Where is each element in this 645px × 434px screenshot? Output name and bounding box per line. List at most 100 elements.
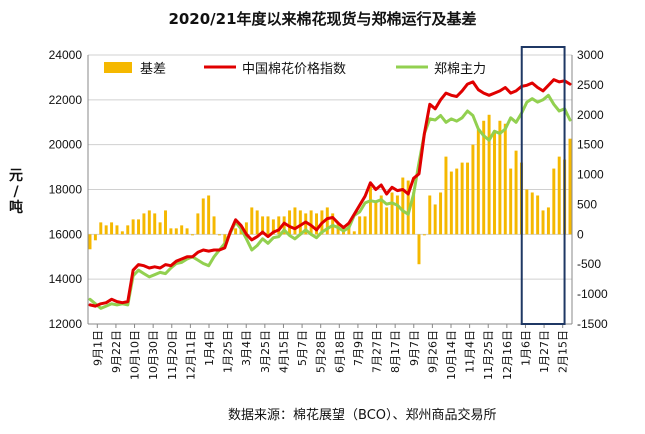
basis-bar bbox=[428, 195, 432, 235]
x-tick-label: 6月18日 bbox=[333, 330, 346, 373]
y-tick-left: 18000 bbox=[49, 183, 83, 197]
basis-bar bbox=[131, 219, 135, 235]
basis-bar bbox=[395, 195, 399, 235]
y-tick-right: -500 bbox=[577, 257, 601, 271]
basis-bar bbox=[304, 213, 308, 235]
basis-bar bbox=[439, 192, 443, 235]
highlight-box-rect bbox=[520, 46, 566, 325]
y-tick-right: 1500 bbox=[577, 138, 604, 152]
x-tick-label: 5月7日 bbox=[296, 330, 309, 366]
basis-bar bbox=[158, 222, 162, 235]
x-tick-label: 1月4日 bbox=[203, 330, 216, 366]
x-tick-label: 10月30日 bbox=[147, 330, 160, 380]
basis-bar bbox=[390, 192, 394, 235]
basis-bar bbox=[164, 210, 167, 235]
basis-bar bbox=[88, 234, 92, 250]
basis-bar bbox=[487, 114, 491, 235]
x-tick-label: 7月9日 bbox=[352, 330, 365, 366]
y-axis-label-left: 元 / 吨 bbox=[9, 168, 23, 216]
basis-bar bbox=[196, 213, 200, 235]
basis-bar bbox=[185, 228, 189, 235]
y-tick-left: 22000 bbox=[49, 93, 83, 107]
x-tick-label: 9月26日 bbox=[426, 330, 439, 373]
basis-bar bbox=[298, 210, 302, 235]
basis-bar bbox=[433, 204, 437, 235]
x-tick-label: 11月20日 bbox=[166, 330, 179, 380]
x-tick-label: 3月4日 bbox=[240, 330, 253, 366]
basis-bar bbox=[568, 138, 572, 235]
basis-bar bbox=[525, 189, 529, 235]
basis-bar bbox=[153, 213, 157, 235]
basis-bar bbox=[201, 198, 205, 235]
basis-bar bbox=[271, 219, 275, 235]
basis-bar bbox=[115, 225, 119, 235]
basis-bar bbox=[503, 123, 507, 235]
x-tick-label: 1月6日 bbox=[519, 330, 532, 366]
basis-bar bbox=[536, 195, 540, 235]
legend-label-spot: 中国棉花价格指数 bbox=[242, 61, 346, 77]
basis-bar bbox=[514, 150, 518, 235]
y-tick-right: 2500 bbox=[577, 78, 604, 92]
y-tick-left: 24000 bbox=[49, 48, 83, 62]
basis-bar bbox=[385, 207, 389, 235]
y-tick-left: 16000 bbox=[49, 227, 83, 241]
basis-bar bbox=[449, 171, 453, 235]
x-tick-label: 10月10日 bbox=[129, 330, 142, 380]
highlight-box bbox=[520, 46, 566, 325]
basis-bar bbox=[288, 210, 292, 235]
legend-label-basis: 基差 bbox=[140, 62, 166, 77]
basis-bar bbox=[266, 216, 270, 235]
tick-labels: 12000140001600018000200002200024000-1500… bbox=[49, 48, 608, 380]
grid-lines bbox=[88, 54, 572, 325]
basis-bar bbox=[126, 225, 130, 235]
basis-bar bbox=[99, 222, 103, 235]
x-tick-label: 1月27日 bbox=[538, 330, 551, 373]
x-tick-label: 10月14日 bbox=[445, 330, 458, 380]
x-tick-label: 2月15日 bbox=[557, 330, 570, 373]
x-tick-label: 11月4日 bbox=[464, 330, 477, 373]
basis-bar bbox=[293, 207, 297, 235]
x-tick-label: 12月11日 bbox=[184, 330, 197, 380]
y-tick-right: -1500 bbox=[577, 317, 608, 331]
x-tick-label: 7月27日 bbox=[371, 330, 384, 373]
y-tick-right: 3000 bbox=[577, 48, 604, 62]
y-tick-left: 12000 bbox=[49, 317, 83, 331]
axes bbox=[87, 55, 573, 328]
basis-bar bbox=[325, 207, 329, 235]
series-lines bbox=[88, 78, 572, 310]
basis-bar bbox=[482, 120, 486, 235]
y-tick-right: 0 bbox=[577, 227, 584, 241]
basis-bar bbox=[557, 156, 561, 235]
basis-bar bbox=[120, 231, 124, 235]
basis-bar bbox=[309, 210, 313, 235]
basis-bar bbox=[401, 177, 405, 235]
legend-swatch-basis bbox=[104, 62, 132, 73]
basis-bar bbox=[460, 162, 464, 235]
basis-bar bbox=[546, 207, 550, 235]
basis-bar bbox=[255, 210, 259, 235]
basis-bar bbox=[234, 228, 238, 235]
basis-bar bbox=[277, 216, 281, 235]
basis-bar bbox=[509, 168, 513, 235]
basis-bar bbox=[358, 216, 362, 235]
basis-bar bbox=[250, 207, 254, 235]
basis-bar bbox=[498, 120, 502, 235]
x-tick-label: 3月25日 bbox=[259, 330, 272, 373]
basis-bar bbox=[412, 192, 416, 235]
y-tick-right: -1000 bbox=[577, 287, 608, 301]
basis-bar bbox=[406, 180, 410, 235]
x-tick-label: 1月25日 bbox=[222, 330, 235, 373]
x-tick-label: 11月25日 bbox=[482, 330, 495, 380]
basis-bar bbox=[137, 219, 141, 235]
basis-bar bbox=[169, 228, 173, 235]
basis-bar bbox=[530, 192, 534, 235]
chart-title: 2020/21年度以来棉花现货与郑棉运行及基差 bbox=[168, 10, 477, 28]
basis-bar bbox=[207, 195, 211, 235]
basis-bar bbox=[444, 156, 448, 235]
basis-bar bbox=[422, 234, 426, 236]
y-tick-right: 1000 bbox=[577, 168, 604, 182]
x-tick-label: 8月17日 bbox=[389, 330, 402, 373]
basis-bar bbox=[493, 132, 496, 235]
legend: 基差 中国棉花价格指数 郑棉主力 bbox=[104, 61, 486, 77]
basis-bar bbox=[417, 234, 421, 265]
